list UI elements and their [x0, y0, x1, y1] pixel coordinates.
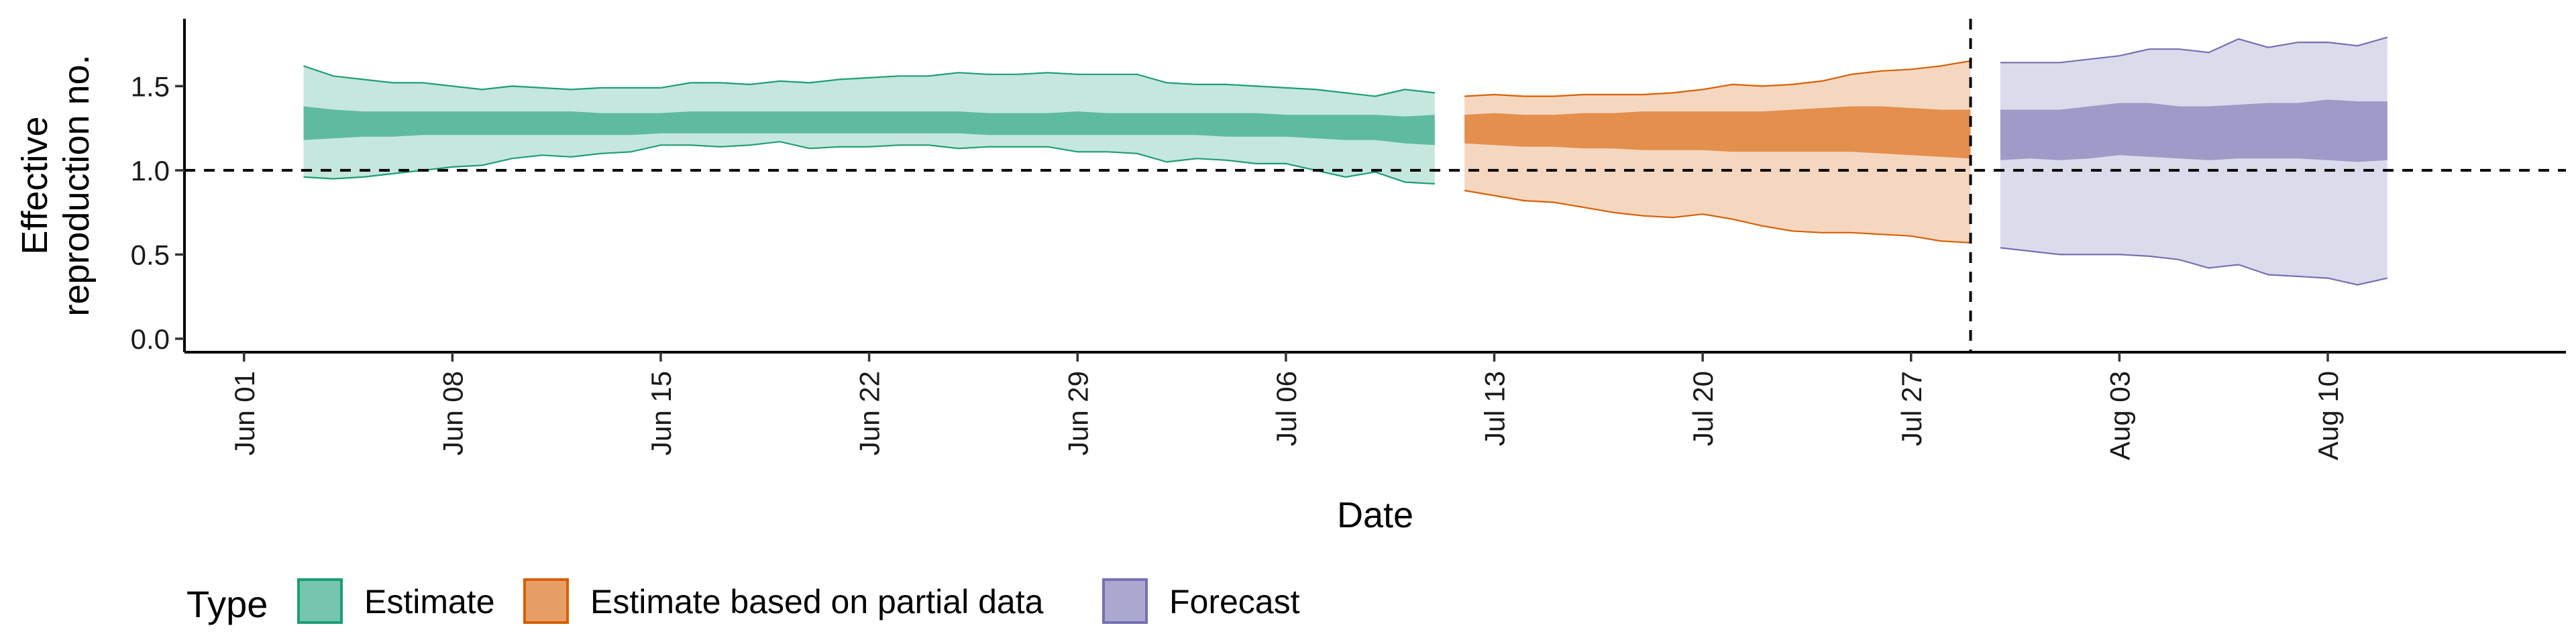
x-tick-label: Jul 06: [1271, 371, 1302, 446]
series-3: [2000, 36, 2388, 286]
x-tick-label: Jun 08: [437, 371, 468, 455]
legend: Type Estimate Estimate based on partial da…: [186, 578, 1300, 625]
x-tick-label: Jun 01: [229, 371, 260, 455]
forecast-outer-lower-edge: [2000, 247, 2388, 286]
x-tick-label: Jun 29: [1062, 371, 1093, 455]
x-tick-label: Jun 15: [645, 371, 677, 455]
estimate-based-on-partial-data-outer-upper-edge: [1464, 60, 1971, 97]
legend-item: Estimate based on partial data: [523, 578, 1044, 624]
legend-item: Estimate: [297, 578, 495, 624]
forecast-outer-band: [2000, 37, 2387, 285]
x-tick-label: Jul 20: [1687, 371, 1719, 446]
x-tick-label: Jun 22: [854, 371, 885, 455]
ribbon-layer: [303, 36, 2388, 286]
estimate-outer-upper-edge: [303, 65, 1435, 97]
y-tick-label: 1.5: [131, 70, 170, 102]
axes: 0.0 0.5 1.0 1.5 Jun 01 Jun 08 Jun 15 Jun 22 Jun …: [15, 19, 2566, 535]
reference-lines: [184, 19, 2566, 352]
estimate-based-on-partial-data-inner-band: [1464, 106, 1971, 159]
y-axis-title-line: Effective: [15, 116, 55, 254]
y-axis-title: Effective reproduction no.: [15, 54, 97, 316]
y-tick-label: 1.0: [131, 155, 170, 186]
x-tick-label: Aug 03: [2104, 371, 2135, 460]
y-axis-title-line: reproduction no.: [56, 54, 97, 316]
estimate-outer-lower-edge: [303, 141, 1435, 185]
x-tick-label: Jul 27: [1896, 371, 1927, 446]
x-tick-label: Jul 13: [1479, 371, 1511, 446]
y-tick-label: 0.0: [131, 323, 170, 355]
series-2: [1464, 60, 1971, 244]
forecast-inner-band: [2000, 99, 2387, 162]
y-tick-label: 0.5: [131, 239, 170, 270]
legend-title: Type: [186, 583, 268, 625]
legend-key: [523, 578, 569, 624]
legend-label: Forecast: [1169, 583, 1300, 621]
estimate-inner-band: [303, 106, 1435, 146]
estimate-based-on-partial-data-outer-band: [1464, 60, 1971, 243]
legend-key: [297, 578, 343, 624]
legend-label: Estimate: [364, 583, 495, 621]
forecast-outer-upper-edge: [2000, 36, 2388, 64]
legend-label: Estimate based on partial data: [590, 583, 1044, 621]
legend-key: [1102, 578, 1148, 624]
legend-item: Forecast: [1102, 578, 1300, 624]
x-tick-label: Aug 10: [2312, 371, 2344, 460]
x-axis-title: Date: [1337, 495, 1413, 535]
estimate-based-on-partial-data-outer-lower-edge: [1464, 189, 1971, 244]
series-1: [303, 65, 1435, 185]
